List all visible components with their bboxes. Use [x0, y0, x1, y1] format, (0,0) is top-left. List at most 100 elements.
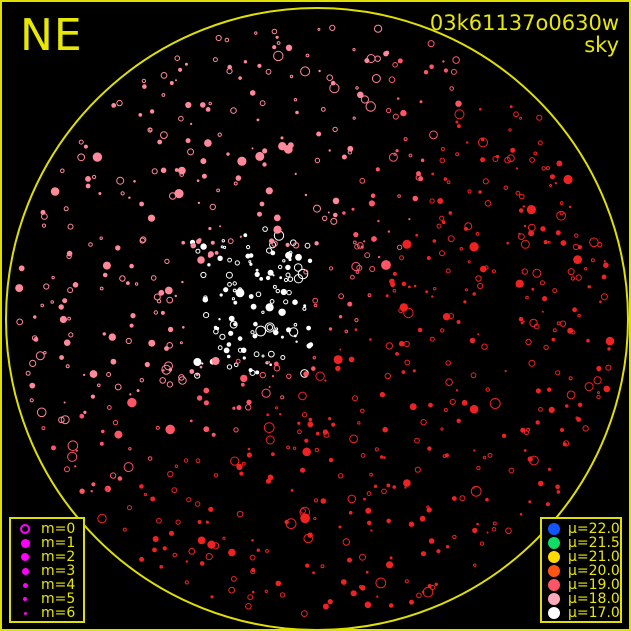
star-marker: [357, 421, 361, 425]
sky-brightness-label: μ=17.0: [568, 605, 620, 621]
star-marker: [472, 527, 478, 534]
star-marker: [415, 233, 419, 237]
magnitude-label: m=1: [41, 535, 76, 551]
star-marker: [33, 337, 39, 342]
star-marker: [360, 95, 369, 104]
star-marker: [216, 188, 221, 193]
star-marker: [223, 287, 229, 293]
star-marker: [472, 486, 475, 489]
star-marker: [491, 269, 496, 274]
star-marker: [307, 342, 313, 348]
star-marker: [403, 340, 410, 348]
star-marker: [58, 304, 64, 310]
star-marker: [266, 247, 273, 254]
star-marker: [259, 371, 266, 379]
star-marker: [64, 466, 70, 473]
star-marker: [420, 551, 427, 557]
star-marker: [404, 359, 411, 366]
star-marker: [67, 451, 78, 462]
star-marker: [339, 348, 342, 351]
star-marker: [409, 599, 414, 605]
star-marker: [213, 473, 219, 478]
star-marker: [370, 193, 376, 198]
star-marker: [234, 260, 240, 266]
star-marker: [156, 517, 162, 524]
star-marker: [519, 116, 523, 120]
star-marker: [363, 497, 366, 501]
observation-id: 03k61137o0630w: [429, 11, 619, 35]
star-marker: [476, 465, 481, 471]
star-marker-icon: [17, 597, 33, 601]
star-marker: [509, 105, 513, 109]
star-marker: [305, 53, 310, 58]
star-marker: [385, 342, 393, 350]
star-marker: [175, 519, 181, 525]
star-marker: [567, 327, 574, 334]
star-marker: [77, 153, 86, 162]
star-marker: [479, 107, 482, 111]
star-marker: [164, 346, 169, 351]
star-marker: [99, 286, 104, 291]
star-marker: [114, 430, 123, 439]
star-marker: [236, 510, 244, 518]
star-marker: [255, 268, 259, 272]
star-marker: [200, 158, 207, 165]
star-marker: [267, 269, 274, 276]
star-marker: [354, 243, 360, 250]
star-marker: [106, 372, 112, 377]
star-marker: [536, 114, 543, 121]
star-marker: [273, 361, 279, 367]
star-marker: [292, 446, 297, 450]
star-marker: [60, 415, 70, 425]
star-marker: [188, 547, 196, 555]
star-marker: [473, 563, 477, 567]
magnitude-legend: m=0 m=1 m=2 m=3 m=4 m=5 m=6: [9, 517, 85, 623]
star-marker: [401, 281, 407, 287]
star-marker: [209, 203, 217, 211]
star-marker: [219, 293, 223, 297]
star-marker: [313, 303, 318, 308]
star-marker: [539, 280, 546, 286]
color-swatch-icon: [548, 551, 560, 563]
star-marker: [265, 549, 269, 553]
star-marker: [271, 28, 278, 35]
star-marker: [482, 455, 487, 460]
star-marker: [600, 293, 608, 301]
star-marker: [519, 193, 525, 200]
star-marker: [526, 205, 537, 215]
star-marker: [247, 594, 254, 601]
star-marker: [264, 589, 268, 593]
star-marker: [440, 147, 445, 151]
star-marker: [599, 300, 602, 304]
star-marker: [455, 120, 459, 124]
star-marker: [250, 568, 256, 575]
magnitude-label: m=4: [41, 577, 76, 593]
star-marker: [272, 284, 277, 289]
star-marker: [382, 426, 389, 433]
star-marker: [115, 245, 121, 251]
star-marker: [385, 50, 390, 55]
star-marker: [409, 403, 417, 411]
star-marker: [522, 205, 525, 208]
star-marker: [298, 391, 307, 401]
star-marker: [178, 376, 187, 385]
star-marker: [473, 449, 476, 452]
star-marker: [551, 337, 556, 342]
star-marker: [295, 253, 302, 261]
star-marker: [315, 371, 325, 381]
star-marker: [184, 580, 189, 585]
star-marker-icon: [17, 567, 33, 575]
star-marker: [120, 191, 125, 196]
star-marker: [437, 198, 444, 204]
star-marker: [283, 299, 289, 305]
image-type-label: sky: [584, 33, 619, 57]
star-marker: [525, 295, 529, 300]
star-marker: [380, 455, 384, 459]
sky-brightness-legend-item: μ=20.0: [548, 563, 620, 579]
star-marker: [584, 267, 588, 271]
star-marker: [414, 466, 421, 473]
star-marker: [228, 330, 234, 336]
star-marker: [226, 152, 230, 156]
star-marker: [455, 389, 459, 392]
star-marker: [307, 421, 314, 428]
